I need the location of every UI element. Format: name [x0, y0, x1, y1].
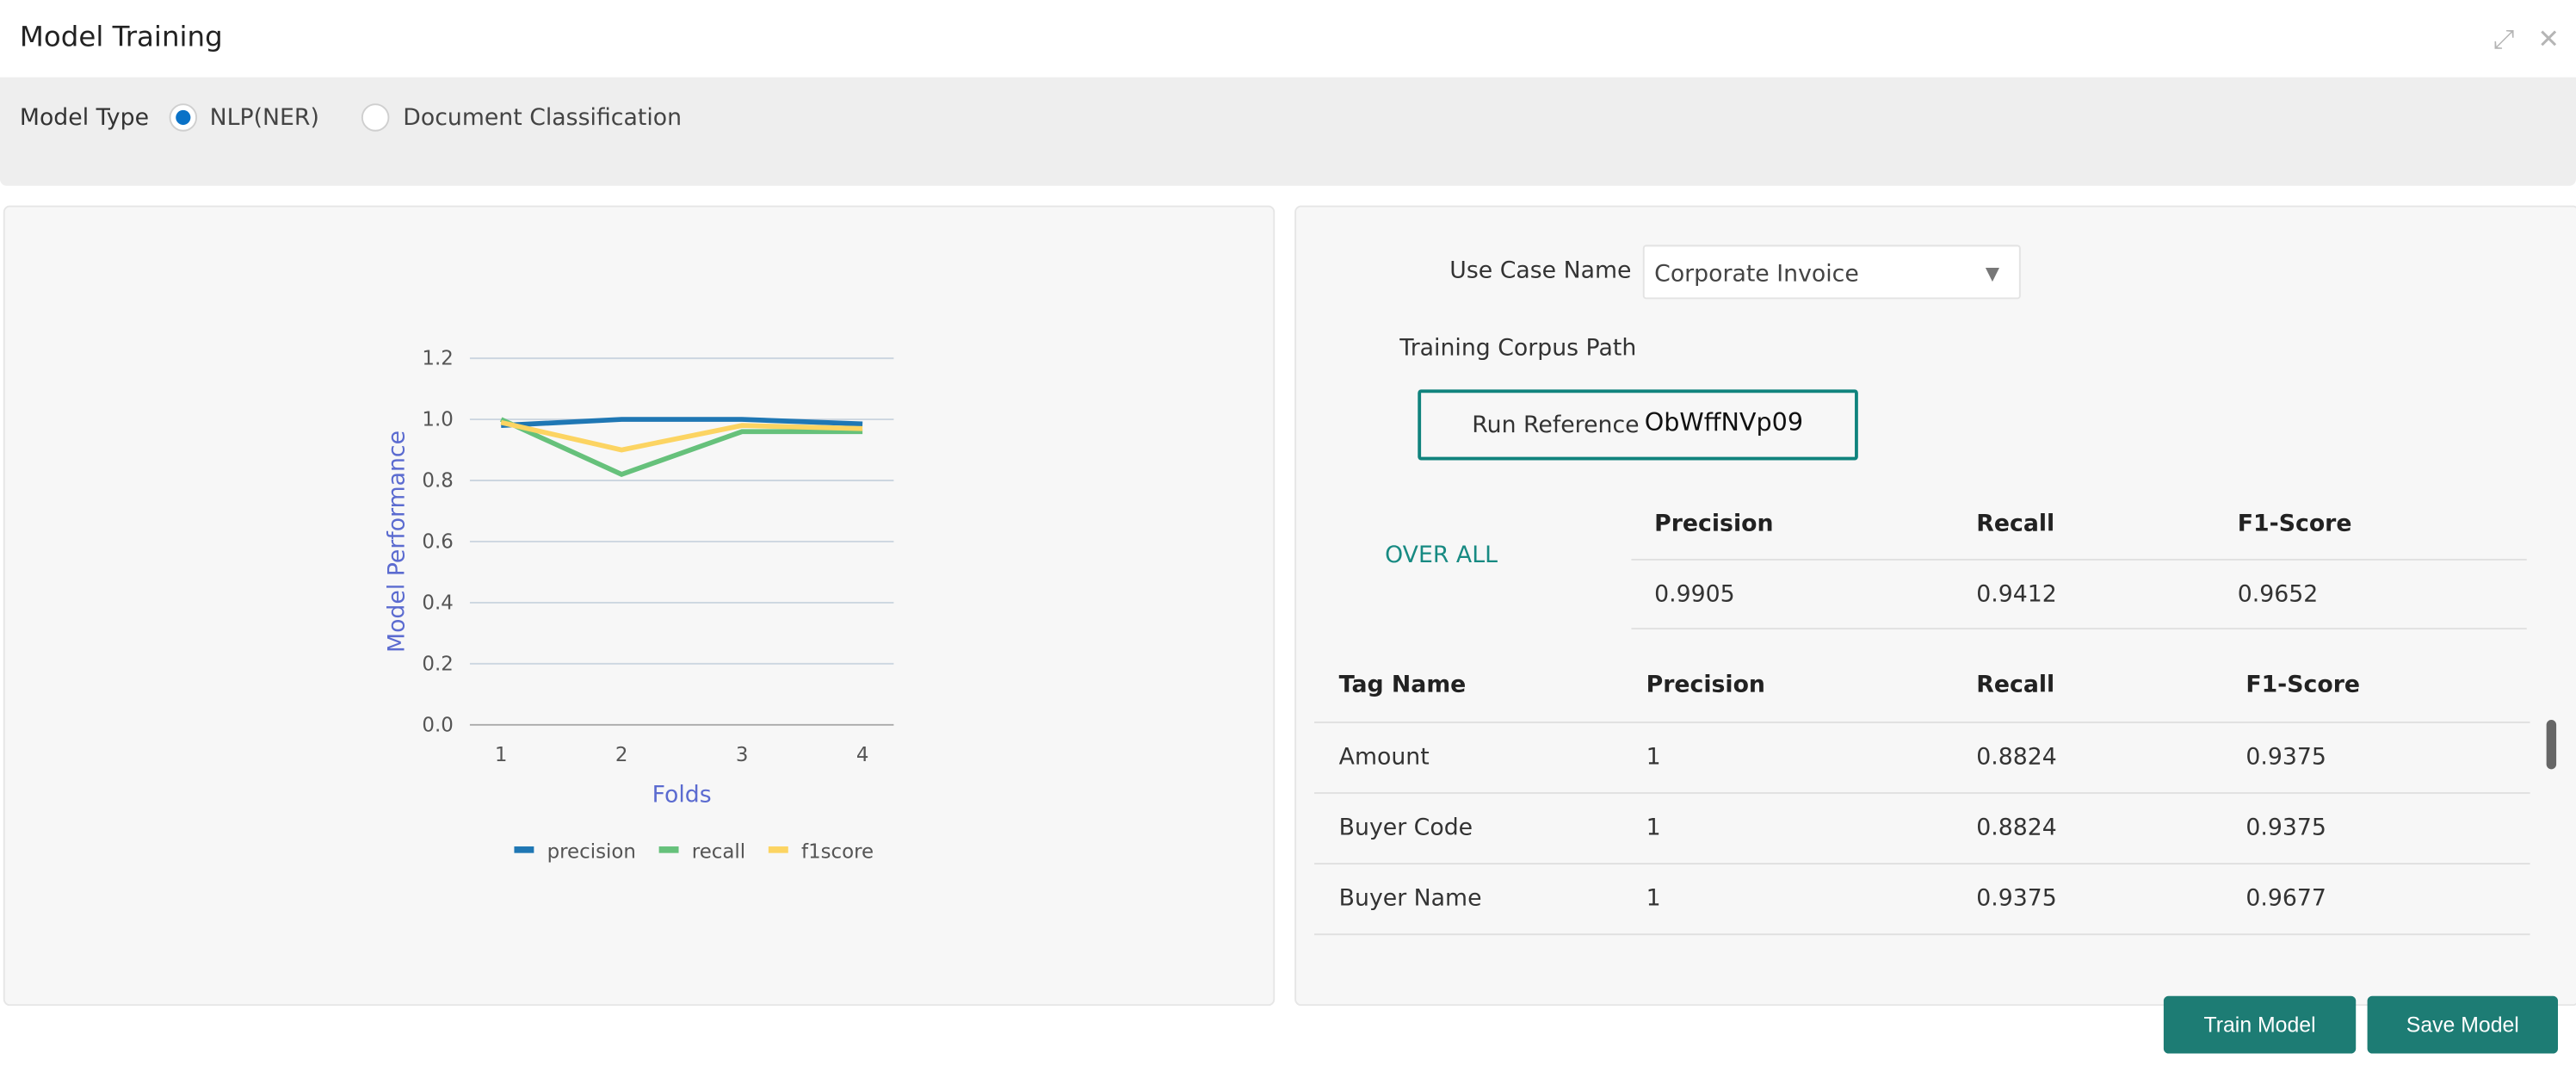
- legend-label-precision: precision: [547, 840, 636, 863]
- y-tick-label: 0.6: [422, 531, 453, 554]
- tag-recall: 0.9375: [1976, 885, 2057, 913]
- divider: [1631, 628, 2527, 630]
- overall-header-recall: Recall: [1976, 511, 2055, 538]
- radio-label-nlp-ner: NLP(NER): [209, 104, 319, 131]
- model-type-label: Model Type: [19, 104, 150, 131]
- tag-f1: 0.9375: [2246, 815, 2326, 842]
- tag-header-name: Tag Name: [1338, 672, 1467, 699]
- radio-nlp-ner[interactable]: [168, 103, 197, 132]
- overall-label: OVER ALL: [1385, 542, 1498, 569]
- use-case-dropdown[interactable]: Corporate Invoice ▼: [1642, 245, 2021, 300]
- performance-chart: 0.0 0.2 0.4 0.6 0.8 1.0 1.2 1 2 3 4 Folds Model Perf…: [384, 348, 894, 863]
- tag-precision: 1: [1646, 815, 1661, 842]
- tag-name: Buyer Code: [1338, 815, 1473, 842]
- tag-precision: 1: [1646, 885, 1661, 913]
- tag-precision: 1: [1646, 744, 1661, 771]
- run-reference-value: ObWffNVp09: [1644, 407, 1804, 437]
- tag-f1: 0.9677: [2246, 885, 2326, 913]
- overall-header-f1: F1-Score: [2237, 511, 2352, 538]
- training-corpus-label: Training Corpus Path: [1399, 335, 1637, 362]
- legend-label-f1score: f1score: [801, 840, 874, 863]
- divider: [1631, 558, 2527, 561]
- y-tick-label: 0.4: [422, 592, 453, 615]
- y-tick-label: 0.8: [422, 470, 453, 493]
- train-model-button[interactable]: Train Model: [2163, 995, 2357, 1054]
- tag-name: Buyer Name: [1338, 885, 1482, 913]
- tag-name: Amount: [1338, 744, 1430, 771]
- model-type-group: Model Type NLP(NER) Document Classificat…: [19, 103, 695, 132]
- y-tick-label: 0.2: [422, 653, 453, 675]
- run-reference-box: Run Reference ObWffNVp09: [1418, 389, 1858, 461]
- run-reference-label: Run Reference: [1472, 412, 1640, 439]
- use-case-value: Corporate Invoice: [1654, 261, 1859, 288]
- tag-header-recall: Recall: [1976, 672, 2055, 699]
- table-row[interactable]: Buyer Name 1 0.9375 0.9677: [1314, 864, 2530, 935]
- chart-panel: 0.0 0.2 0.4 0.6 0.8 1.0 1.2 1 2 3 4 Folds Model Perf…: [3, 205, 1276, 1007]
- chevron-down-icon: ▼: [1985, 263, 2000, 285]
- tag-header-precision: Precision: [1646, 672, 1765, 699]
- x-tick-label: 1: [495, 744, 508, 766]
- x-tick-label: 4: [856, 744, 869, 766]
- model-type-bar: [0, 77, 2576, 186]
- tag-recall: 0.8824: [1976, 744, 2057, 771]
- table-scrollbar[interactable]: [2546, 720, 2557, 770]
- x-tick-label: 3: [736, 744, 749, 766]
- tag-f1: 0.9375: [2246, 744, 2326, 771]
- y-tick-label: 1.0: [422, 409, 453, 431]
- x-tick-label: 2: [615, 744, 628, 766]
- legend-swatch-precision: [514, 846, 534, 853]
- radio-document-classification[interactable]: [361, 103, 391, 132]
- overall-f1: 0.9652: [2237, 581, 2319, 609]
- y-axis-label: Model Performance: [384, 431, 411, 653]
- save-model-button[interactable]: Save Model: [2367, 995, 2559, 1054]
- series-line-f1score: [500, 419, 863, 453]
- tag-header-f1: F1-Score: [2246, 672, 2361, 699]
- x-axis-label: Folds: [652, 781, 712, 808]
- series-line-recall: [499, 417, 863, 477]
- legend-swatch-recall: [658, 846, 679, 853]
- series-line-precision: [501, 417, 863, 429]
- overall-recall: 0.9412: [1976, 581, 2057, 609]
- table-row[interactable]: Buyer Code 1 0.8824 0.9375: [1314, 794, 2530, 864]
- y-tick-label: 1.2: [422, 348, 453, 370]
- overall-header-precision: Precision: [1654, 511, 1774, 538]
- tag-table: Tag Name Precision Recall F1-Score Amoun…: [1314, 658, 2530, 937]
- tag-recall: 0.8824: [1976, 815, 2057, 842]
- y-tick-label: 0.0: [422, 714, 453, 736]
- close-icon[interactable]: ✕: [2537, 22, 2560, 54]
- collapse-icon[interactable]: ⤢: [2493, 22, 2515, 54]
- legend-swatch-f1score: [768, 846, 788, 853]
- window-title: Model Training: [19, 21, 223, 54]
- results-panel: [1294, 205, 2576, 1007]
- use-case-label: Use Case Name: [1449, 257, 1632, 285]
- overall-precision: 0.9905: [1654, 581, 1735, 609]
- radio-label-document-classification: Document Classification: [403, 104, 683, 131]
- table-row[interactable]: Amount 1 0.8824 0.9375: [1314, 723, 2530, 794]
- legend-label-recall: recall: [692, 840, 745, 863]
